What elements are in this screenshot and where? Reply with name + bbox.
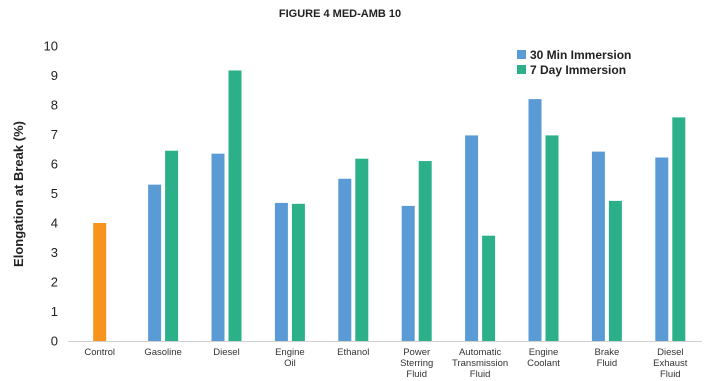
- bar-30min: [401, 205, 415, 341]
- x-tick-label-line: Gasoline: [144, 347, 182, 358]
- x-tick-label-line: Fluid: [660, 369, 681, 380]
- bar-30min: [528, 99, 542, 341]
- bar-30min: [148, 184, 162, 341]
- y-tick-label: 2: [51, 275, 58, 290]
- x-tick-label-line: Ethanol: [337, 347, 369, 358]
- y-tick-label: 9: [51, 68, 58, 83]
- bar-7day: [418, 161, 432, 341]
- x-tick-label-line: Engine: [275, 347, 305, 358]
- y-tick-label: 10: [44, 39, 58, 54]
- x-tick-label: Ethanol: [337, 347, 369, 358]
- x-tick-label: Power Sterring Fluid: [400, 347, 433, 380]
- x-tick-label-line: Oil: [284, 358, 296, 369]
- x-tick-label: Control: [84, 347, 115, 358]
- x-tick-label-line: Control: [84, 347, 115, 358]
- bar-7day: [228, 70, 242, 342]
- x-tick-label-line: Exhaust: [653, 358, 688, 369]
- bar-30min: [655, 157, 669, 341]
- y-axis: 0 1 2 3 4 5 6 7 8 9 10: [44, 39, 58, 349]
- bar-7day: [291, 203, 305, 341]
- x-tick-label: Gasoline: [144, 347, 182, 358]
- x-tick-label-line: Automatic: [459, 347, 501, 358]
- chart-title: FIGURE 4 MED-AMB 10: [279, 8, 401, 20]
- y-tick-label: 1: [51, 304, 58, 319]
- bar-7day: [482, 235, 496, 341]
- legend-swatch: [517, 50, 526, 59]
- x-tick-label: Automatic Transmission Fluid: [452, 347, 508, 380]
- y-tick-label: 3: [51, 245, 58, 260]
- x-tick-label-line: Fluid: [597, 358, 618, 369]
- x-tick-label-line: Diesel: [657, 347, 683, 358]
- x-tick-label: Engine Oil: [275, 347, 305, 369]
- bar-30min: [211, 153, 225, 341]
- x-tick-label-line: Fluid: [470, 369, 491, 380]
- legend-label: 30 Min Immersion: [530, 48, 631, 62]
- bar-7day: [545, 135, 559, 341]
- x-tick-label-line: Power: [403, 347, 430, 358]
- y-tick-label: 6: [51, 157, 58, 172]
- y-tick-label: 0: [51, 334, 58, 349]
- bar-control: [93, 223, 107, 341]
- y-axis-label: Elongation at Break (%): [11, 121, 26, 267]
- x-tick-label-line: Sterring: [400, 358, 433, 369]
- bar-30min: [591, 151, 605, 341]
- y-tick-label: 5: [51, 186, 58, 201]
- x-tick-label-line: Fluid: [406, 369, 427, 380]
- x-tick-label: Diesel Exhaust Fluid: [653, 347, 688, 380]
- bar-7day: [165, 150, 179, 341]
- bars: [93, 70, 686, 342]
- x-tick-label-line: Brake: [594, 347, 619, 358]
- bar-30min: [338, 178, 352, 341]
- y-tick-label: 7: [51, 127, 58, 142]
- legend-swatch: [517, 65, 526, 74]
- x-tick-label-line: Transmission: [452, 358, 508, 369]
- bar-7day: [672, 117, 686, 341]
- x-tick-label-line: Engine: [529, 347, 559, 358]
- y-tick-label: 8: [51, 98, 58, 113]
- x-tick-label: Engine Coolant: [527, 347, 560, 369]
- x-tick-label-line: Diesel: [213, 347, 239, 358]
- bar-30min: [274, 202, 288, 341]
- x-tick-label-line: Coolant: [527, 358, 560, 369]
- legend-label: 7 Day Immersion: [530, 63, 626, 77]
- bar-30min: [465, 135, 479, 341]
- bar-7day: [608, 200, 622, 341]
- y-tick-label: 4: [51, 216, 58, 231]
- bar-7day: [355, 158, 369, 341]
- x-tick-label: Brake Fluid: [594, 347, 619, 369]
- x-tick-label: Diesel: [213, 347, 239, 358]
